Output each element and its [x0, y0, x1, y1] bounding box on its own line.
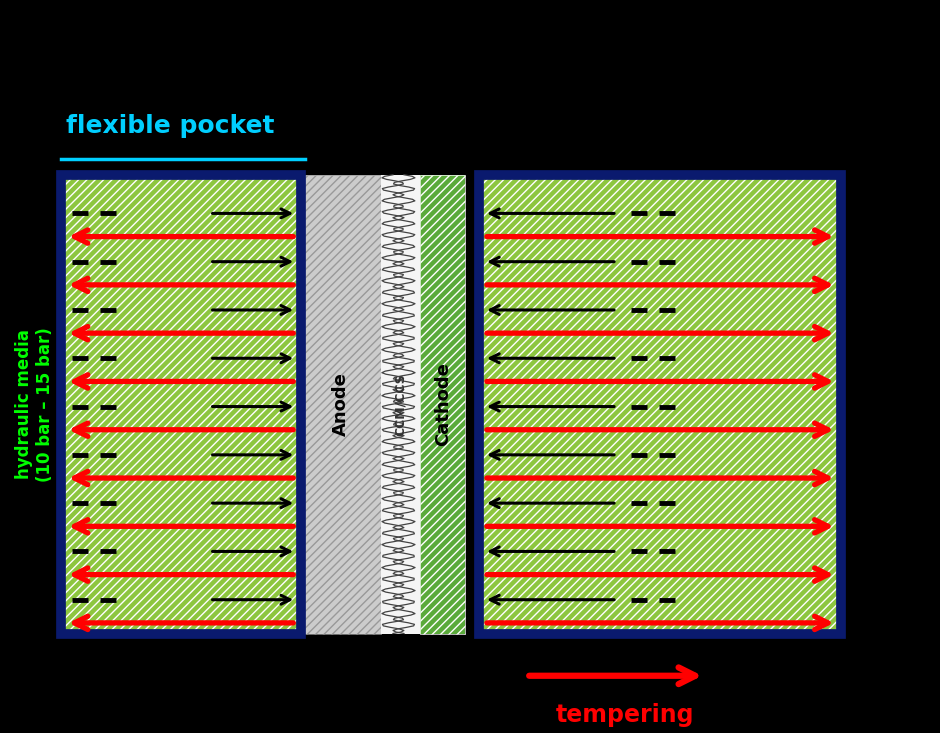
Bar: [479, 174, 841, 633]
Bar: [301, 174, 381, 633]
Bar: [420, 174, 465, 633]
Text: hydraulic media
(10 bar – 15 bar): hydraulic media (10 bar – 15 bar): [15, 327, 55, 482]
Bar: [61, 174, 301, 633]
Text: tempering: tempering: [556, 704, 695, 727]
Bar: [420, 174, 465, 633]
Text: flexible pocket: flexible pocket: [66, 114, 274, 139]
Text: Anode: Anode: [332, 372, 350, 436]
Bar: [479, 174, 841, 633]
Bar: [61, 174, 301, 633]
Bar: [61, 174, 301, 633]
Bar: [301, 174, 381, 633]
Bar: [479, 174, 841, 633]
Text: Cathode: Cathode: [433, 362, 452, 446]
Text: CCM/CCS: CCM/CCS: [394, 373, 407, 435]
Bar: [381, 174, 420, 633]
